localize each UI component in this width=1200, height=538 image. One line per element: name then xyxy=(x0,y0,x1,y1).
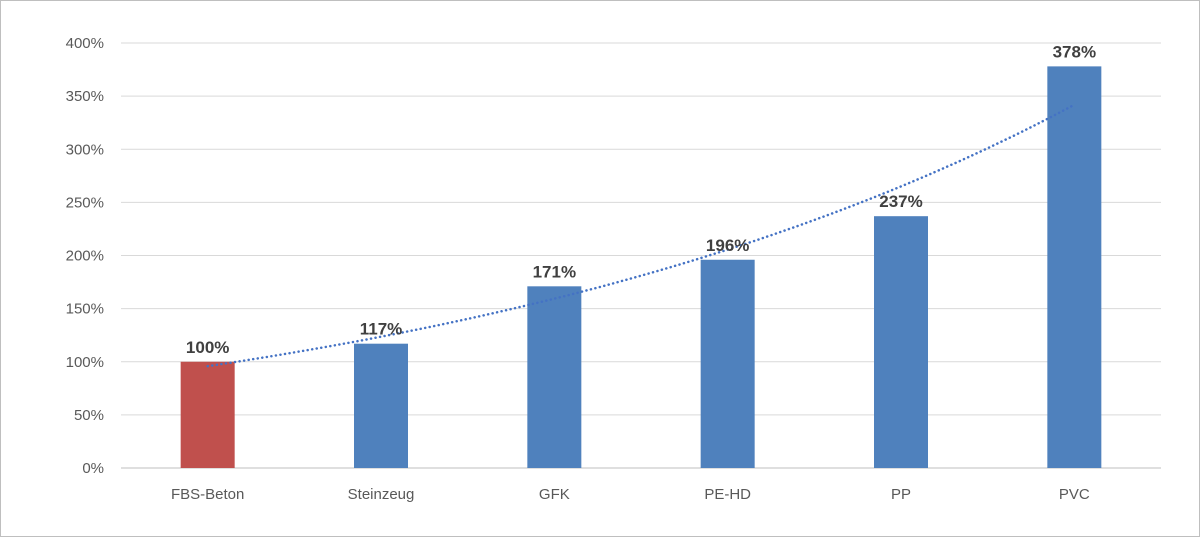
trendline-path xyxy=(206,103,1076,368)
y-tick-label: 300% xyxy=(66,141,104,158)
bar xyxy=(1047,66,1102,468)
x-tick-label: GFK xyxy=(539,486,570,503)
x-tick-label: Steinzeug xyxy=(348,486,415,503)
y-axis-ticks: 0% 50% 100% 150% 200% 250% 300% 350% 400% xyxy=(66,35,104,477)
data-label: 117% xyxy=(360,320,403,339)
y-tick-label: 100% xyxy=(66,354,104,371)
bar xyxy=(700,259,755,468)
bar xyxy=(527,286,582,468)
data-label: 378% xyxy=(1053,42,1096,61)
data-labels: 100% 117% 171% 196% 237% 378% xyxy=(186,42,1096,356)
y-tick-label: 350% xyxy=(66,88,104,105)
y-tick-label: 0% xyxy=(82,460,104,477)
trendline xyxy=(206,103,1076,368)
x-tick-label: PE-HD xyxy=(704,486,751,503)
data-label: 237% xyxy=(879,192,922,211)
y-tick-label: 200% xyxy=(66,248,104,265)
data-label: 196% xyxy=(706,236,749,255)
data-label: 100% xyxy=(186,338,229,357)
y-tick-label: 250% xyxy=(66,194,104,211)
x-tick-label: PP xyxy=(891,486,911,503)
x-tick-label: PVC xyxy=(1059,486,1090,503)
bars xyxy=(180,66,1102,468)
x-tick-label: FBS-Beton xyxy=(171,486,244,503)
gridlines xyxy=(121,42,1161,469)
bar xyxy=(180,361,235,468)
data-label: 171% xyxy=(533,262,576,281)
bar xyxy=(354,343,408,468)
x-axis-ticks: FBS-Beton Steinzeug GFK PE-HD PP PVC xyxy=(171,486,1090,503)
y-tick-label: 150% xyxy=(66,301,104,318)
y-tick-label: 50% xyxy=(74,407,104,424)
bar xyxy=(874,216,928,468)
y-tick-label: 400% xyxy=(66,35,104,52)
